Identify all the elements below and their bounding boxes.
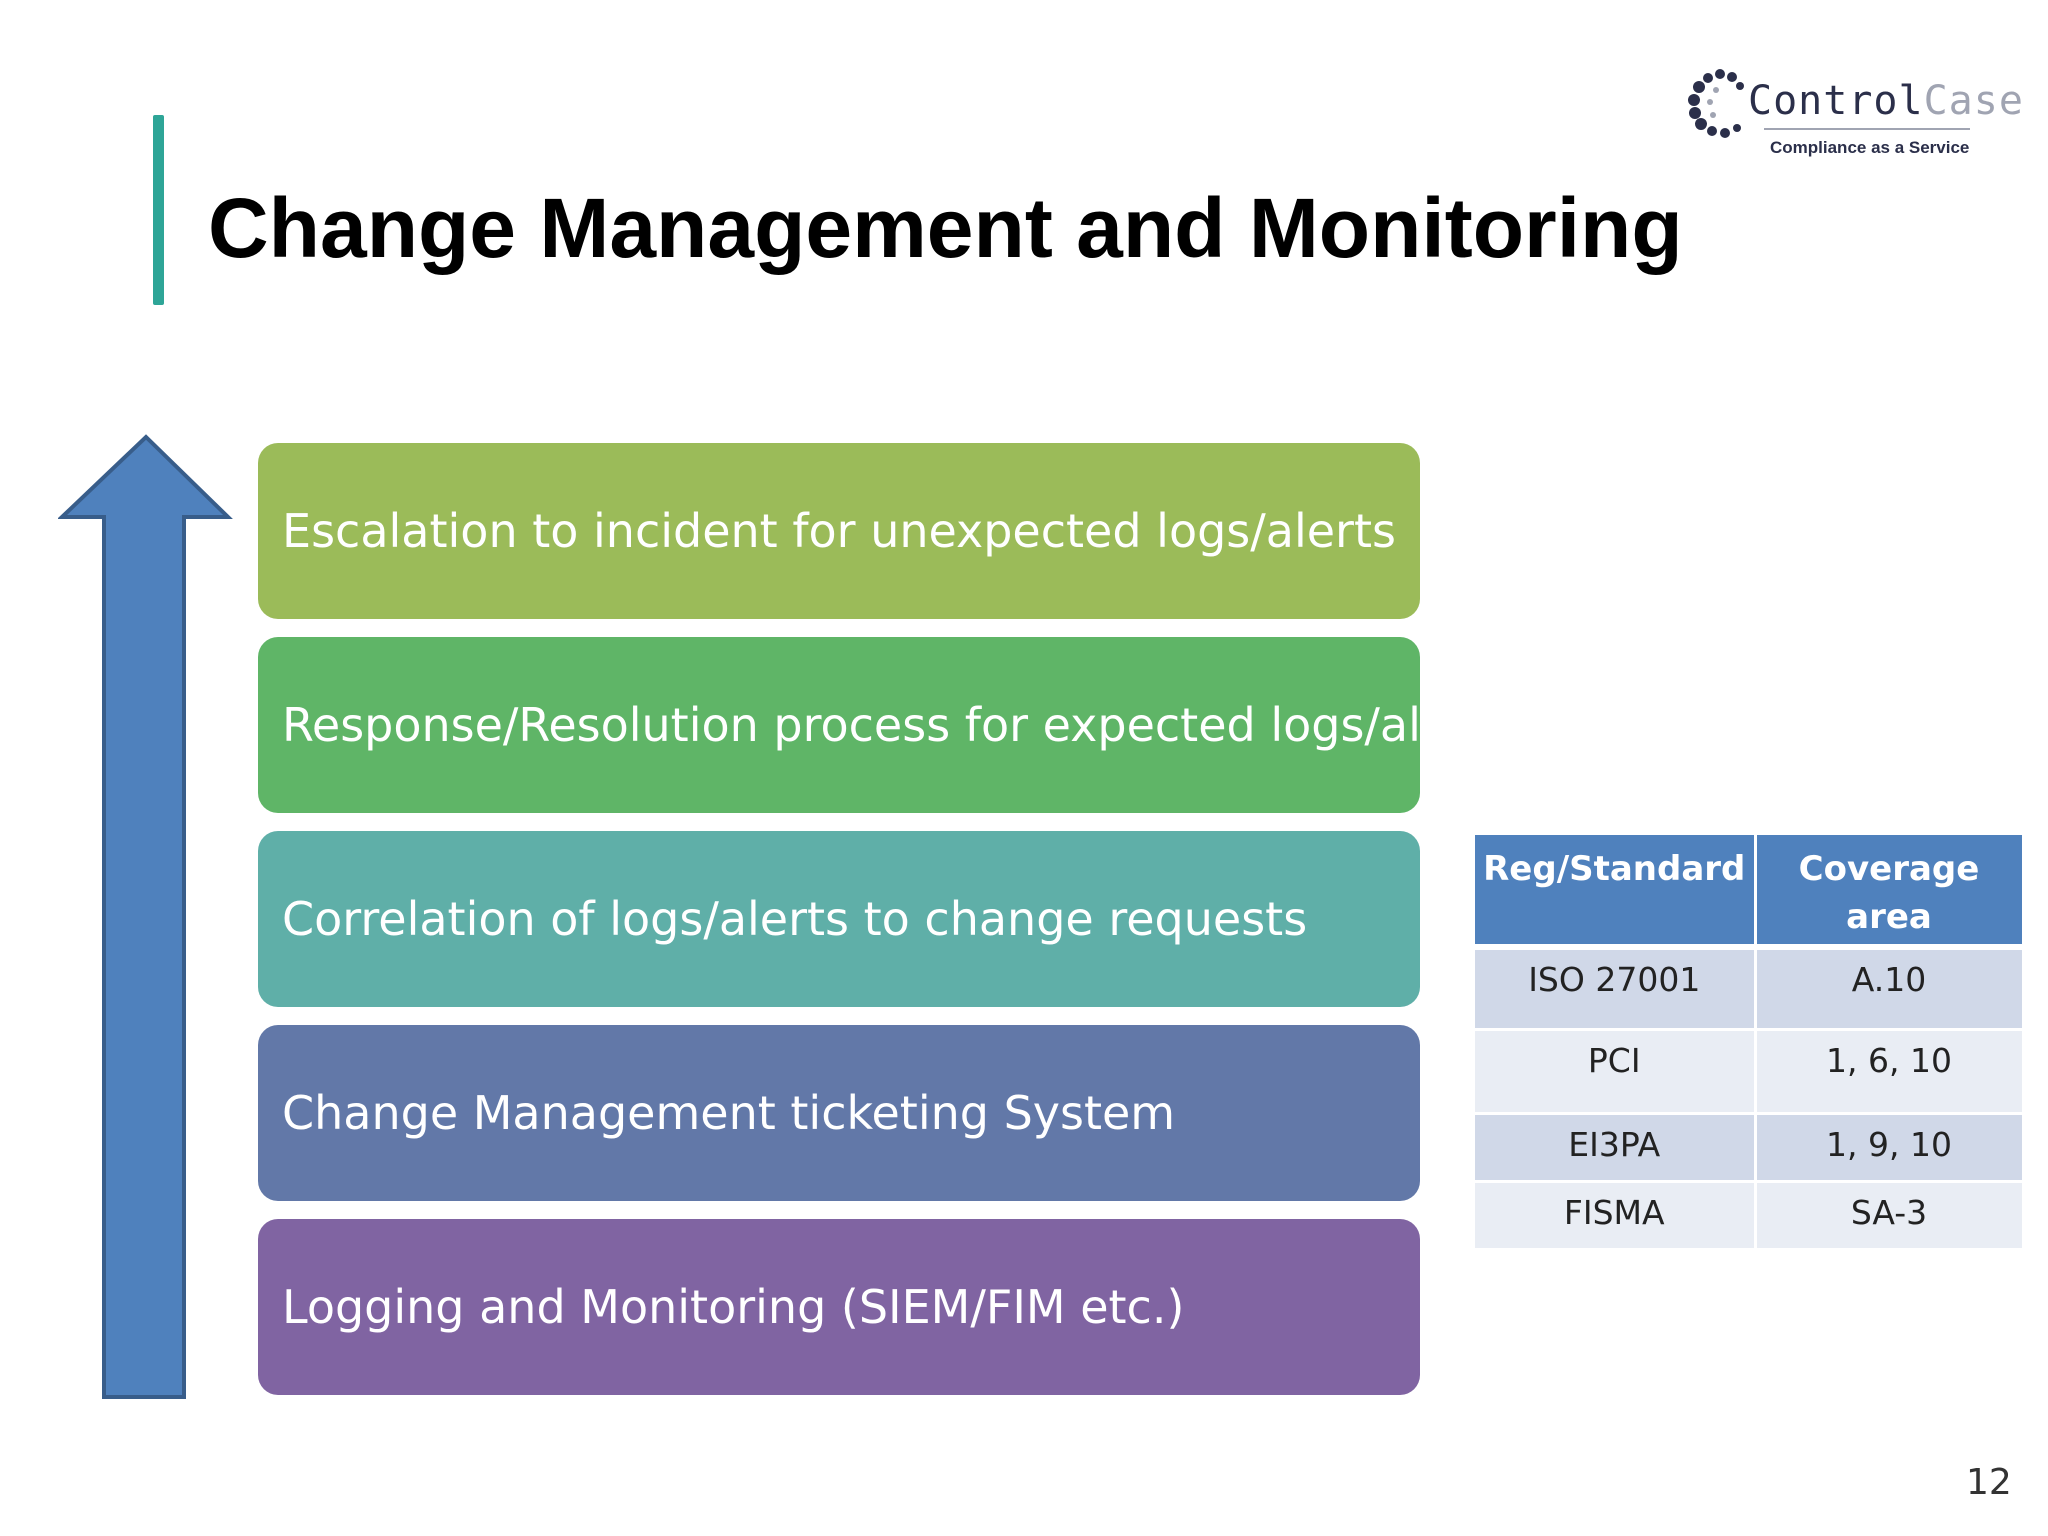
controlcase-logo: ControlCase Compliance as a Service — [1682, 66, 2023, 166]
table-cell-standard: EI3PA — [1475, 1113, 1757, 1183]
logo-word-case: Case — [1923, 78, 2024, 124]
table-cell-coverage: 1, 6, 10 — [1755, 1029, 2025, 1115]
title-accent-bar — [153, 115, 164, 305]
table-row: EI3PA 1, 9, 10 — [1475, 1113, 2025, 1183]
table-cell-standard: PCI — [1475, 1029, 1757, 1115]
table-cell-standard: ISO 27001 — [1475, 947, 1757, 1031]
logo-dots-icon — [1688, 69, 1744, 138]
header-reg-standard: Reg/Standard — [1475, 835, 1757, 950]
table-cell-coverage: SA-3 — [1755, 1181, 2025, 1251]
table-cell-standard: FISMA — [1475, 1181, 1757, 1251]
logo-tagline: Compliance as a Service — [1770, 138, 1970, 157]
up-arrow-icon — [58, 434, 233, 1399]
table-header-row: Reg/Standard Coverage area — [1475, 835, 2025, 950]
table-row: FISMA SA-3 — [1475, 1181, 2025, 1251]
table-row: PCI 1, 6, 10 — [1475, 1029, 2025, 1115]
header-coverage-area: Coverage area — [1755, 835, 2025, 950]
layer-response-resolution-label: Response/Resolution process for expected… — [282, 698, 1511, 752]
logo-divider — [1764, 128, 1970, 130]
layer-response-resolution: Response/Resolution process for expected… — [258, 637, 1510, 813]
table-cell-coverage: 1, 9, 10 — [1755, 1113, 2025, 1183]
page-number: 12 — [1966, 1462, 2012, 1503]
layer-correlation-label: Correlation of logs/alerts to change req… — [282, 892, 1308, 946]
table-row: ISO 27001 A.10 — [1475, 947, 2025, 1031]
layer-logging-monitoring-label: Logging and Monitoring (SIEM/FIM etc.) — [282, 1280, 1185, 1334]
slide-title: Change Management and Monitoring — [208, 181, 1683, 275]
layer-logging-monitoring: Logging and Monitoring (SIEM/FIM etc.) — [258, 1219, 1420, 1395]
layer-correlation: Correlation of logs/alerts to change req… — [258, 831, 1420, 1007]
layer-escalation-label: Escalation to incident for unexpected lo… — [282, 504, 1396, 558]
coverage-table: Reg/Standard Coverage area ISO 27001 A.1… — [1475, 835, 2025, 1251]
table-cell-coverage: A.10 — [1755, 947, 2025, 1031]
layer-escalation: Escalation to incident for unexpected lo… — [258, 443, 1420, 619]
logo-wordmark: ControlCase — [1748, 78, 2024, 124]
layer-change-management-label: Change Management ticketing System — [282, 1086, 1176, 1140]
layer-change-management: Change Management ticketing System — [258, 1025, 1420, 1201]
logo-word-control: Control — [1748, 78, 1924, 124]
